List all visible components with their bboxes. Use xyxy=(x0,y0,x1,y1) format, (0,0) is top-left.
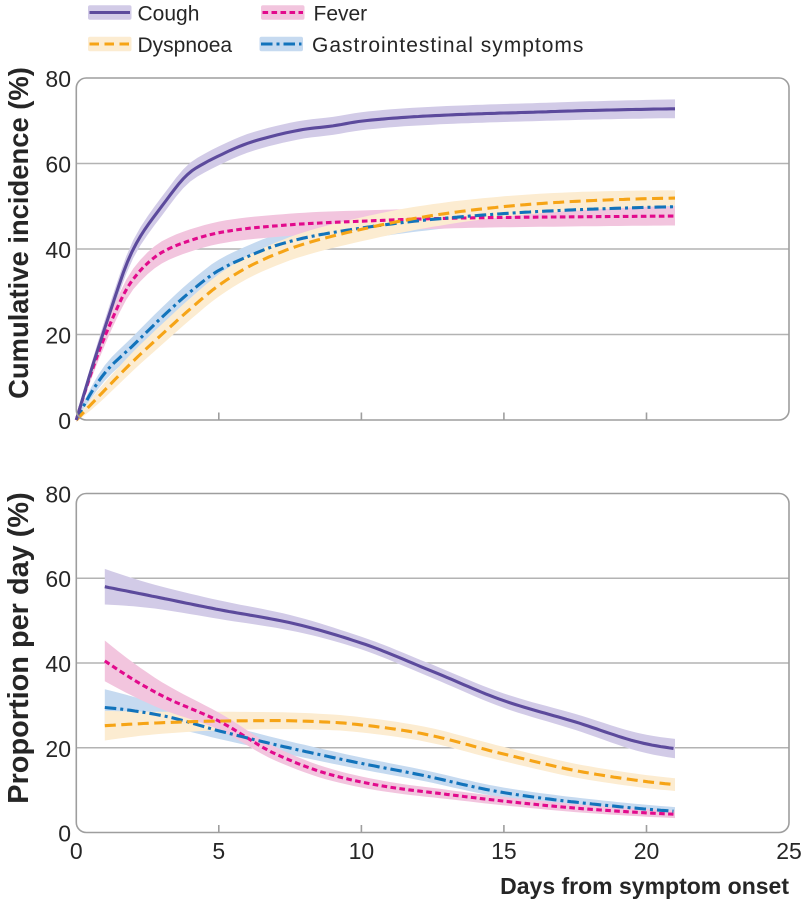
svg-text:Cumulative incidence (%): Cumulative incidence (%) xyxy=(3,67,34,399)
svg-text:Days from symptom onset: Days from symptom onset xyxy=(500,873,789,899)
svg-text:0: 0 xyxy=(58,408,71,434)
svg-text:40: 40 xyxy=(45,651,71,677)
svg-text:Proportion per day (%): Proportion per day (%) xyxy=(3,492,35,803)
svg-text:Gastrointestinal symptoms: Gastrointestinal symptoms xyxy=(312,34,584,57)
svg-text:20: 20 xyxy=(45,323,71,349)
svg-text:80: 80 xyxy=(45,66,71,92)
svg-text:Cough: Cough xyxy=(138,2,200,25)
svg-text:20: 20 xyxy=(634,838,660,864)
svg-text:15: 15 xyxy=(491,838,517,864)
svg-text:10: 10 xyxy=(349,838,375,864)
svg-text:0: 0 xyxy=(70,838,83,864)
svg-text:Dyspnoea: Dyspnoea xyxy=(138,34,233,57)
svg-text:40: 40 xyxy=(45,237,71,263)
svg-text:20: 20 xyxy=(45,736,71,762)
svg-text:80: 80 xyxy=(45,482,71,508)
svg-text:Fever: Fever xyxy=(314,2,368,25)
svg-text:5: 5 xyxy=(212,838,225,864)
svg-text:0: 0 xyxy=(58,821,71,847)
svg-text:60: 60 xyxy=(45,152,71,178)
svg-text:25: 25 xyxy=(776,838,802,864)
svg-text:60: 60 xyxy=(45,566,71,592)
